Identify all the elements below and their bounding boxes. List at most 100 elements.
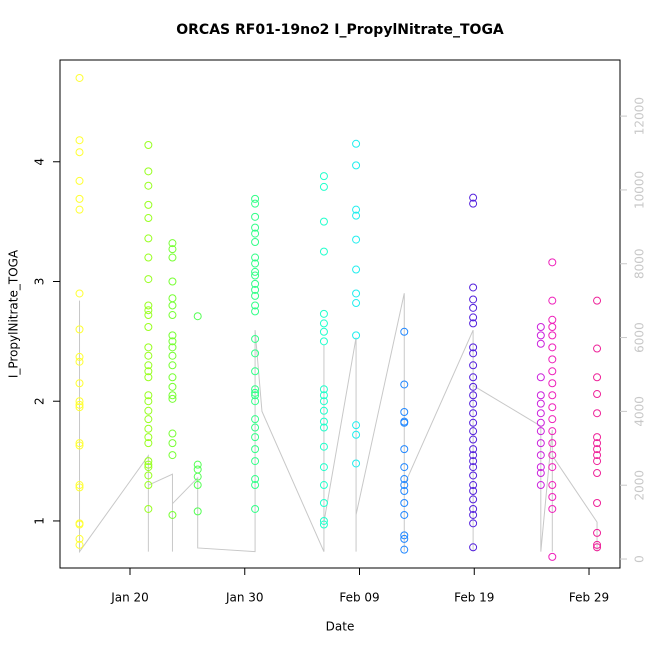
point [548, 296, 557, 305]
point [536, 399, 545, 408]
point [469, 313, 478, 322]
point [536, 373, 545, 382]
point [144, 181, 153, 190]
point [144, 406, 153, 415]
point [144, 415, 153, 424]
point [469, 373, 478, 382]
point [144, 200, 153, 209]
altitude-line [79, 293, 598, 554]
point [75, 73, 84, 82]
point [548, 439, 557, 448]
point [319, 463, 328, 472]
point [352, 459, 361, 468]
point [75, 520, 84, 529]
point [469, 495, 478, 504]
point [251, 391, 260, 400]
point [251, 279, 260, 288]
point [400, 407, 409, 416]
point [400, 531, 409, 540]
point [144, 460, 153, 469]
point [144, 424, 153, 433]
point [469, 487, 478, 496]
point [536, 439, 545, 448]
point [168, 361, 177, 370]
point [168, 239, 177, 248]
point [168, 311, 177, 320]
point [469, 418, 478, 427]
y-axis-label: I_PropylNitrate_TOGA [7, 249, 21, 378]
point [251, 445, 260, 454]
point [319, 442, 328, 451]
point [319, 182, 328, 191]
point [75, 483, 84, 492]
point [319, 385, 328, 394]
point [536, 339, 545, 348]
point [536, 322, 545, 331]
point [400, 487, 409, 496]
point [144, 275, 153, 284]
point [469, 409, 478, 418]
point [75, 289, 84, 298]
point [469, 399, 478, 408]
point [352, 331, 361, 340]
point [168, 439, 177, 448]
point [548, 427, 557, 436]
point [75, 357, 84, 366]
point [319, 327, 328, 336]
point [352, 289, 361, 298]
point [75, 194, 84, 203]
point [144, 367, 153, 376]
y2-tick-label: 6000 [633, 322, 647, 353]
x-axis-label: Date [326, 620, 355, 634]
point [469, 193, 478, 202]
y2-tick-label: 4000 [633, 396, 647, 427]
point [251, 385, 260, 394]
point [144, 481, 153, 490]
y-tick-label: 2 [33, 397, 47, 405]
point [469, 283, 478, 292]
point [144, 306, 153, 315]
point [536, 427, 545, 436]
point [352, 139, 361, 148]
point [593, 498, 602, 507]
point [469, 295, 478, 304]
point [548, 331, 557, 340]
point [469, 361, 478, 370]
point [251, 367, 260, 376]
point [593, 439, 602, 448]
point [144, 214, 153, 223]
point [469, 382, 478, 391]
point [352, 421, 361, 430]
y2-tick-label: 2000 [633, 470, 647, 501]
point [536, 409, 545, 418]
point [168, 429, 177, 438]
point [168, 391, 177, 400]
point [536, 331, 545, 340]
x-tick-label: Jan 20 [110, 591, 149, 605]
point [251, 433, 260, 442]
point [593, 390, 602, 399]
point [144, 141, 153, 150]
point [593, 457, 602, 466]
point [548, 493, 557, 502]
point [548, 391, 557, 400]
point [469, 481, 478, 490]
x-tick-label: Jan 30 [225, 591, 264, 605]
point [400, 481, 409, 490]
point [400, 445, 409, 454]
point [593, 296, 602, 305]
point [144, 351, 153, 360]
point [168, 331, 177, 340]
point [319, 391, 328, 400]
point [251, 229, 260, 238]
point [168, 301, 177, 310]
point [193, 460, 202, 469]
point [319, 397, 328, 406]
point [400, 475, 409, 484]
point [75, 136, 84, 145]
point [193, 507, 202, 516]
point [352, 211, 361, 220]
point [400, 498, 409, 507]
